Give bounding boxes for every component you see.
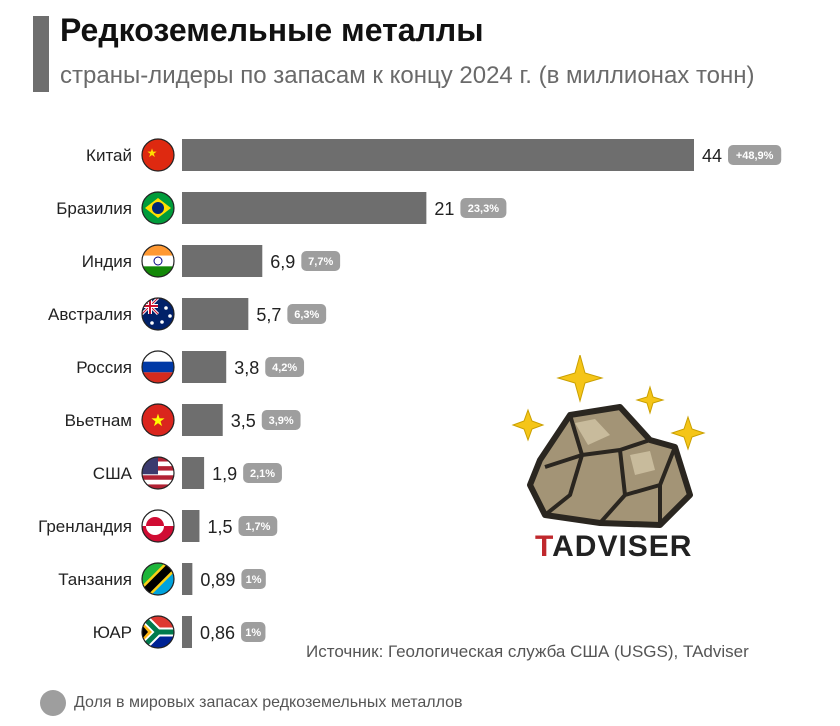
value-label: 3,8	[234, 358, 259, 378]
category-label: Китай	[86, 146, 132, 165]
category-label: Танзания	[58, 570, 132, 589]
share-badge	[238, 516, 278, 536]
share-badge	[728, 145, 782, 165]
share-label: +48,9%	[736, 150, 774, 162]
value-label: 1,5	[207, 517, 232, 537]
value-label: 5,7	[256, 305, 281, 325]
chart-title: Редкоземельные металлы	[60, 12, 484, 48]
category-label: Австралия	[48, 305, 132, 324]
share-label: 23,3%	[468, 203, 499, 215]
greenland-flag-icon	[141, 509, 175, 543]
bar	[182, 457, 205, 489]
share-badge	[243, 463, 282, 483]
category-label: США	[93, 464, 133, 483]
bar	[182, 298, 249, 330]
bar	[182, 139, 694, 171]
brazil-flag-icon	[141, 191, 175, 225]
bar	[182, 563, 193, 595]
title-accent-bar	[33, 16, 49, 92]
category-label: Бразилия	[56, 199, 132, 218]
bar	[182, 351, 227, 383]
share-label: 1%	[245, 627, 261, 639]
bar	[182, 192, 427, 224]
source-note: Источник: Геологическая служба США (USGS…	[306, 642, 749, 661]
share-badge	[460, 198, 507, 218]
category-label: Индия	[82, 252, 132, 271]
share-label: 6,3%	[294, 309, 319, 321]
bar	[182, 245, 263, 277]
legend: Доля в мировых запасах редкоземельных ме…	[40, 690, 463, 716]
share-badge	[261, 410, 301, 430]
value-label: 6,9	[270, 252, 295, 272]
australia-flag-icon	[141, 297, 175, 331]
value-label: 21	[434, 199, 454, 219]
russia-flag-icon	[141, 350, 175, 384]
svg-text:★: ★	[147, 146, 158, 160]
share-label: 1%	[246, 574, 262, 586]
tanzania-flag-icon	[141, 562, 175, 596]
share-badge	[241, 622, 266, 642]
logo-first-letter: T	[535, 530, 553, 563]
share-badge	[265, 357, 305, 377]
category-label: ЮАР	[93, 623, 132, 642]
value-label: 44	[702, 146, 722, 166]
vietnam-flag-icon: ★	[141, 403, 175, 437]
share-badge	[287, 304, 327, 324]
value-label: 1,9	[212, 464, 237, 484]
share-badge	[241, 569, 266, 589]
share-badge	[301, 251, 341, 271]
bar	[182, 510, 200, 542]
india-flag-icon	[141, 244, 175, 278]
category-label: Вьетнам	[65, 411, 132, 430]
share-label: 1,7%	[245, 521, 270, 533]
value-label: 3,5	[231, 411, 256, 431]
bar	[182, 404, 223, 436]
share-label: 2,1%	[250, 468, 275, 480]
rock-logo-icon	[511, 355, 706, 528]
logo-rest: ADVISER	[552, 530, 693, 563]
value-label: 0,89	[200, 570, 235, 590]
south-africa-flag-icon	[141, 615, 175, 649]
svg-text:★: ★	[150, 411, 165, 431]
share-label: 3,9%	[269, 415, 294, 427]
bar	[182, 616, 193, 648]
legend-label: Доля в мировых запасах редкоземельных ме…	[74, 694, 463, 711]
share-label: 7,7%	[308, 256, 333, 268]
china-flag-icon: ★	[141, 138, 175, 172]
share-label: 4,2%	[272, 362, 297, 374]
chart-subtitle: страны-лидеры по запасам к концу 2024 г.…	[60, 62, 755, 89]
legend-marker	[40, 690, 66, 716]
value-label: 0,86	[200, 623, 235, 643]
usa-flag-icon	[141, 456, 175, 490]
tadviser-logo: TADVISER	[535, 530, 692, 564]
category-label: Россия	[76, 358, 132, 377]
category-label: Гренландия	[38, 517, 132, 536]
